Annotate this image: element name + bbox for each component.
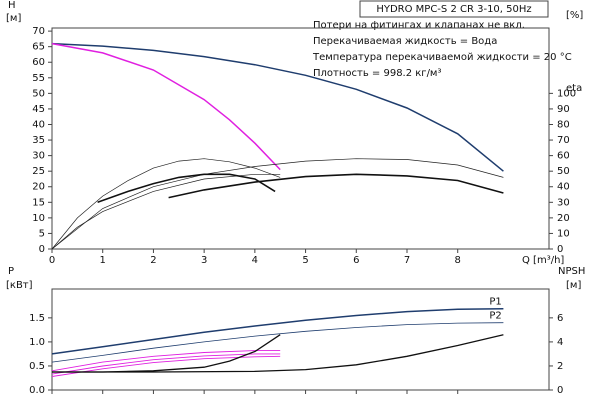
y-tick-label: 40 — [32, 119, 45, 130]
y-tick-label: 45 — [32, 104, 45, 115]
y-tick-label: 25 — [32, 166, 45, 177]
curve — [51, 355, 281, 377]
x-tick-label: 4 — [252, 255, 258, 266]
plot-frame — [51, 27, 550, 250]
y-tick-label: 35 — [32, 135, 45, 146]
y2-tick-label: 4 — [557, 337, 563, 348]
y-unit: [м] — [6, 13, 21, 24]
y2-tick-label: 60 — [557, 151, 570, 162]
curve — [168, 173, 504, 199]
x-tick-label: 5 — [302, 255, 308, 266]
chart-title: HYDRO MPC-S 2 CR 3-10, 50Hz — [376, 4, 531, 15]
y-label: P — [8, 266, 14, 277]
y2-tick-label: 20 — [557, 213, 570, 224]
y2-unit: [м] — [566, 280, 581, 291]
note: Температура перекачиваемой жидкости = 20… — [312, 52, 572, 63]
y2-tick-label: 30 — [557, 197, 570, 208]
y2-tick-label: 2 — [557, 361, 563, 372]
curve — [51, 158, 504, 250]
x-label: Q [m³/h] — [522, 255, 564, 266]
y-tick-label: 5 — [39, 228, 45, 239]
y2-tick-label: 0 — [557, 244, 563, 255]
curve-label: P2 — [489, 311, 501, 322]
y2-tick-label: 90 — [557, 104, 570, 115]
x-tick-label: 7 — [404, 255, 410, 266]
x-tick-label: 6 — [353, 255, 359, 266]
y-tick-label: 1.5 — [29, 313, 45, 324]
y-tick-label: 0.5 — [29, 361, 45, 372]
curve — [51, 173, 281, 250]
y-tick-label: 65 — [32, 42, 45, 53]
y-tick-label: 0 — [39, 244, 45, 255]
x-tick-label: 0 — [49, 255, 55, 266]
y2-tick-label: 0 — [557, 385, 563, 396]
y-unit: [кВт] — [6, 280, 33, 291]
curve — [51, 350, 281, 372]
note: Потери на фитингах и клапанах не вкл. — [313, 20, 525, 31]
curve — [52, 334, 281, 373]
x-tick-label: 2 — [150, 255, 156, 266]
y2-label: eta — [566, 83, 582, 94]
curve — [51, 158, 281, 250]
curve — [51, 42, 504, 172]
note: Плотность = 998.2 кг/м³ — [313, 68, 442, 79]
y2-tick-label: 50 — [557, 166, 570, 177]
y-tick-label: 30 — [32, 151, 45, 162]
x-tick-label: 8 — [455, 255, 461, 266]
x-tick-label: 1 — [100, 255, 106, 266]
y-tick-label: 55 — [32, 73, 45, 84]
y2-label: NPSH — [558, 266, 585, 277]
y-tick-label: 20 — [32, 182, 45, 193]
y2-tick-label: 70 — [557, 135, 570, 146]
curve — [97, 173, 276, 204]
y-tick-label: 70 — [32, 26, 45, 37]
y2-unit: [%] — [566, 10, 583, 21]
y-tick-label: 10 — [32, 213, 45, 224]
plot-frame — [51, 288, 550, 391]
curve — [52, 334, 504, 373]
y2-tick-label: 80 — [557, 119, 570, 130]
curve — [51, 307, 504, 355]
title-box — [359, 0, 549, 18]
note: Перекачиваемая жидкость = Вода — [313, 36, 497, 47]
y-tick-label: 1.0 — [29, 337, 45, 348]
y2-tick-label: 100 — [557, 88, 576, 99]
y-tick-label: 15 — [32, 197, 45, 208]
y-tick-label: 0.0 — [29, 385, 45, 396]
y-label: H — [8, 0, 16, 11]
curve — [51, 322, 504, 363]
x-tick-label: 3 — [201, 255, 207, 266]
y2-tick-label: 10 — [557, 228, 570, 239]
curve-label: P1 — [489, 297, 501, 308]
curve — [51, 42, 281, 171]
curve — [51, 353, 281, 375]
y-tick-label: 60 — [32, 57, 45, 68]
y-tick-label: 50 — [32, 88, 45, 99]
y2-tick-label: 40 — [557, 182, 570, 193]
y2-tick-label: 6 — [557, 313, 563, 324]
